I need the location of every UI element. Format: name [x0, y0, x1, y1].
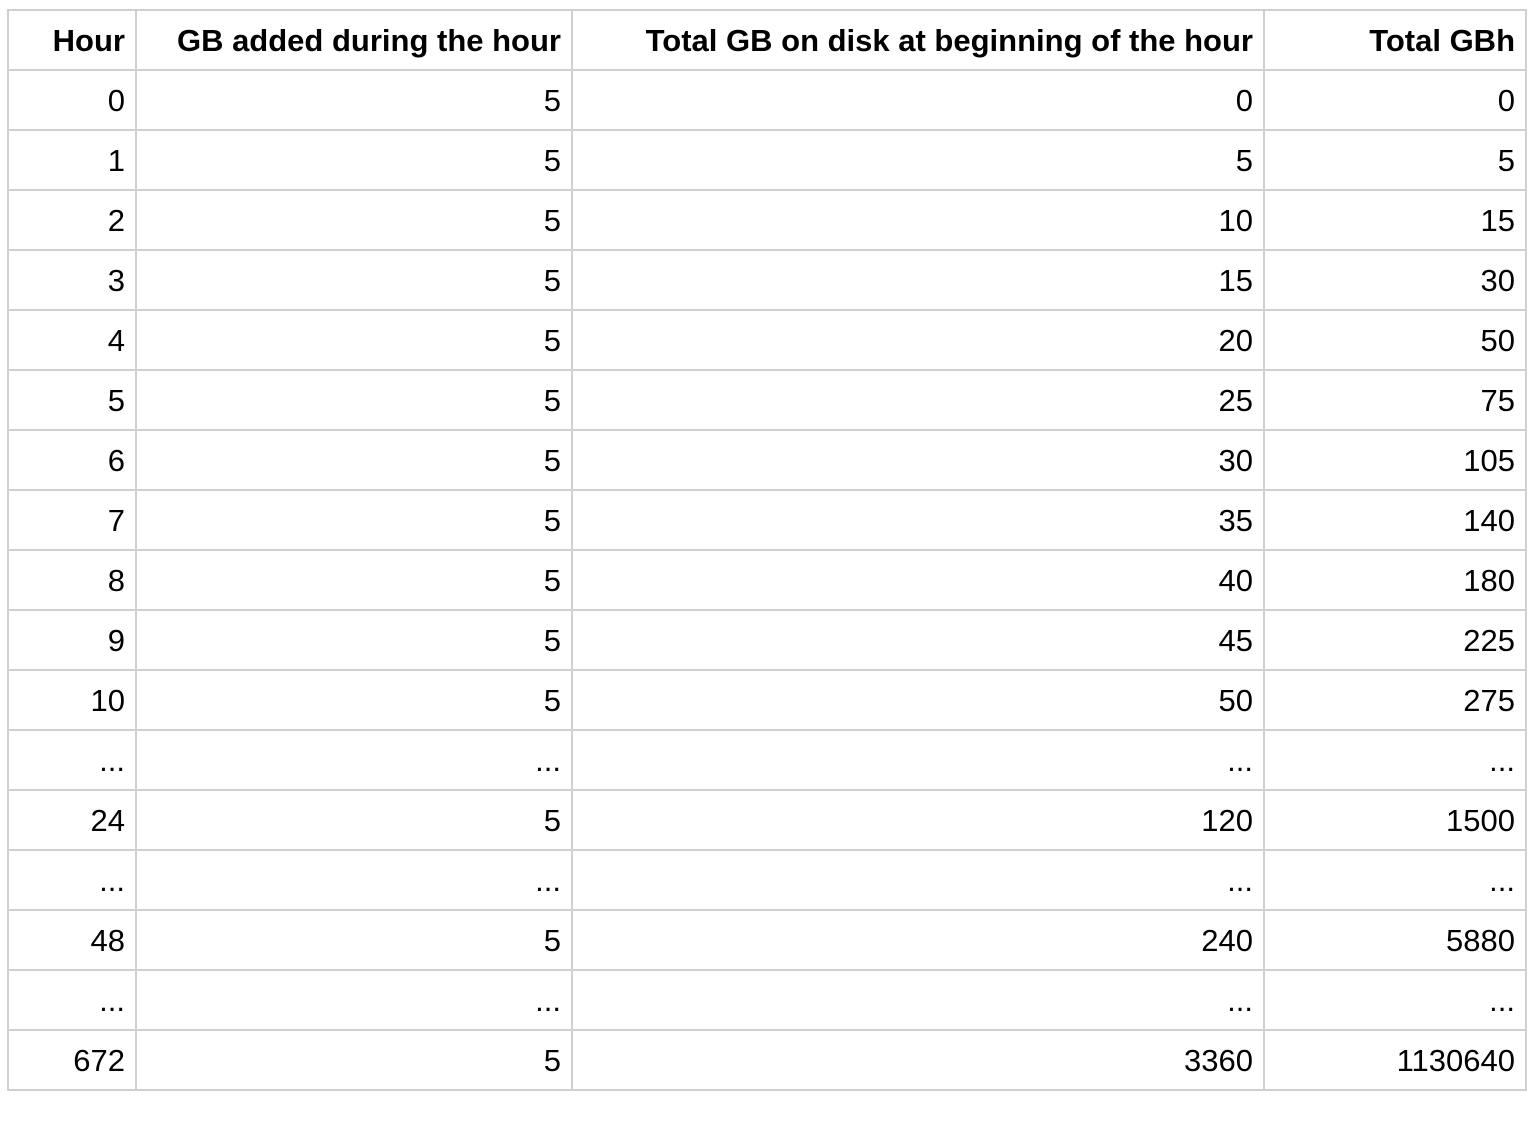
header-total-gb-on-disk[interactable]: Total GB on disk at beginning of the hou… — [571, 9, 1265, 71]
cell-total-gb-on-disk[interactable]: 30 — [571, 429, 1265, 491]
cell-hour[interactable]: 0 — [7, 69, 137, 131]
cell-total-gb-on-disk[interactable]: 25 — [571, 369, 1265, 431]
header-hour[interactable]: Hour — [7, 9, 137, 71]
cell-gb-added[interactable]: 5 — [135, 549, 573, 611]
cell-hour[interactable]: 24 — [7, 789, 137, 851]
cell-total-gb-on-disk[interactable]: 50 — [571, 669, 1265, 731]
cell-gb-added[interactable]: ... — [135, 729, 573, 791]
cell-total-gb-on-disk[interactable]: 40 — [571, 549, 1265, 611]
cell-total-gbh[interactable]: 225 — [1263, 609, 1527, 671]
table-row: 3 5 15 30 — [7, 249, 1527, 311]
cell-gb-added[interactable]: 5 — [135, 489, 573, 551]
cell-gb-added[interactable]: 5 — [135, 609, 573, 671]
cell-total-gb-on-disk[interactable]: 10 — [571, 189, 1265, 251]
cell-total-gbh[interactable]: ... — [1263, 969, 1527, 1031]
cell-hour[interactable]: 7 — [7, 489, 137, 551]
table-row: 6 5 30 105 — [7, 429, 1527, 491]
cell-gb-added[interactable]: ... — [135, 849, 573, 911]
table-row: 5 5 25 75 — [7, 369, 1527, 431]
cell-total-gbh[interactable]: 5 — [1263, 129, 1527, 191]
table-row: ............ — [7, 969, 1527, 1031]
table-row: 48 5 240 5880 — [7, 909, 1527, 971]
cell-total-gb-on-disk[interactable]: 20 — [571, 309, 1265, 371]
cell-hour[interactable]: 1 — [7, 129, 137, 191]
cell-total-gbh[interactable]: 105 — [1263, 429, 1527, 491]
cell-gb-added[interactable]: 5 — [135, 429, 573, 491]
cell-gb-added[interactable]: 5 — [135, 909, 573, 971]
cell-hour[interactable]: 10 — [7, 669, 137, 731]
cell-total-gb-on-disk[interactable]: 3360 — [571, 1029, 1265, 1091]
table-row: 8 5 40 180 — [7, 549, 1527, 611]
cell-hour[interactable]: 3 — [7, 249, 137, 311]
cell-gb-added[interactable]: 5 — [135, 129, 573, 191]
cell-total-gbh[interactable]: 1500 — [1263, 789, 1527, 851]
header-gb-added[interactable]: GB added during the hour — [135, 9, 573, 71]
cell-total-gbh[interactable]: 30 — [1263, 249, 1527, 311]
cell-hour[interactable]: 2 — [7, 189, 137, 251]
cell-hour[interactable]: 672 — [7, 1029, 137, 1091]
cell-total-gb-on-disk[interactable]: 120 — [571, 789, 1265, 851]
cell-hour[interactable]: ... — [7, 729, 137, 791]
cell-hour[interactable]: 5 — [7, 369, 137, 431]
header-row: Hour GB added during the hour Total GB o… — [7, 9, 1527, 71]
cell-gb-added[interactable]: 5 — [135, 669, 573, 731]
table-row: ............ — [7, 849, 1527, 911]
cell-hour[interactable]: 8 — [7, 549, 137, 611]
cell-hour[interactable]: 6 — [7, 429, 137, 491]
table-row: 9 5 45 225 — [7, 609, 1527, 671]
cell-gb-added[interactable]: 5 — [135, 69, 573, 131]
table-row: 2 5 10 15 — [7, 189, 1527, 251]
cell-gb-added[interactable]: 5 — [135, 1029, 573, 1091]
cell-gb-added[interactable]: ... — [135, 969, 573, 1031]
table-row: 4 5 20 50 — [7, 309, 1527, 371]
cell-total-gb-on-disk[interactable]: 240 — [571, 909, 1265, 971]
cell-total-gbh[interactable]: 15 — [1263, 189, 1527, 251]
cell-total-gbh[interactable]: 180 — [1263, 549, 1527, 611]
table-row: 672 5 3360 1130640 — [7, 1029, 1527, 1091]
cell-total-gbh[interactable]: 140 — [1263, 489, 1527, 551]
cell-total-gbh[interactable]: 50 — [1263, 309, 1527, 371]
cell-hour[interactable]: 48 — [7, 909, 137, 971]
table-row: 24 5 120 1500 — [7, 789, 1527, 851]
table-row: 10 5 50 275 — [7, 669, 1527, 731]
cell-total-gb-on-disk[interactable]: ... — [571, 969, 1265, 1031]
cell-hour[interactable]: 4 — [7, 309, 137, 371]
cell-total-gb-on-disk[interactable]: 35 — [571, 489, 1265, 551]
cell-total-gb-on-disk[interactable]: ... — [571, 849, 1265, 911]
cell-total-gb-on-disk[interactable]: 0 — [571, 69, 1265, 131]
spreadsheet-table: Hour GB added during the hour Total GB o… — [7, 9, 1527, 1091]
cell-gb-added[interactable]: 5 — [135, 369, 573, 431]
cell-gb-added[interactable]: 5 — [135, 789, 573, 851]
cell-total-gb-on-disk[interactable]: 15 — [571, 249, 1265, 311]
cell-total-gb-on-disk[interactable]: 45 — [571, 609, 1265, 671]
cell-total-gb-on-disk[interactable]: ... — [571, 729, 1265, 791]
cell-gb-added[interactable]: 5 — [135, 249, 573, 311]
cell-total-gbh[interactable]: ... — [1263, 729, 1527, 791]
cell-total-gbh[interactable]: ... — [1263, 849, 1527, 911]
cell-hour[interactable]: 9 — [7, 609, 137, 671]
cell-total-gbh[interactable]: 275 — [1263, 669, 1527, 731]
table-row: ............ — [7, 729, 1527, 791]
cell-total-gbh[interactable]: 0 — [1263, 69, 1527, 131]
cell-hour[interactable]: ... — [7, 969, 137, 1031]
cell-hour[interactable]: ... — [7, 849, 137, 911]
header-total-gbh[interactable]: Total GBh — [1263, 9, 1527, 71]
cell-total-gbh[interactable]: 75 — [1263, 369, 1527, 431]
cell-gb-added[interactable]: 5 — [135, 309, 573, 371]
table-row: 7 5 35 140 — [7, 489, 1527, 551]
cell-gb-added[interactable]: 5 — [135, 189, 573, 251]
cell-total-gbh[interactable]: 1130640 — [1263, 1029, 1527, 1091]
cell-total-gb-on-disk[interactable]: 5 — [571, 129, 1265, 191]
cell-total-gbh[interactable]: 5880 — [1263, 909, 1527, 971]
